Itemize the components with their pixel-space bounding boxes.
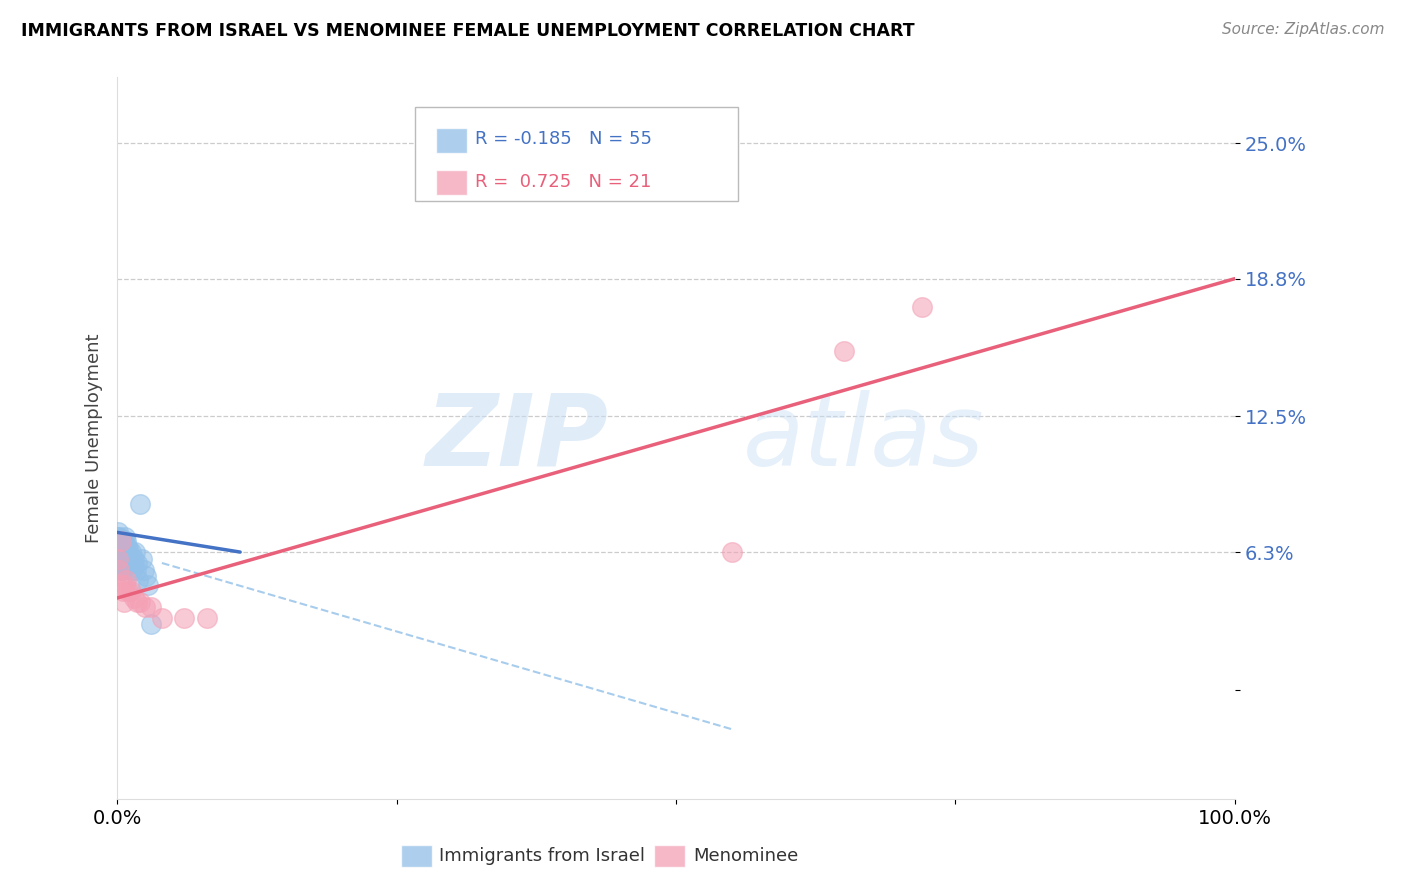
Text: R = -0.185   N = 55: R = -0.185 N = 55	[475, 130, 652, 148]
Point	[115, 574, 138, 588]
Point	[128, 595, 150, 609]
Point	[120, 584, 142, 599]
Point	[108, 534, 131, 549]
Point	[127, 556, 149, 570]
Point	[127, 574, 149, 588]
Point	[127, 595, 149, 609]
Point	[139, 617, 162, 632]
Point	[131, 551, 153, 566]
Point	[721, 545, 744, 559]
Point	[110, 534, 132, 549]
Point	[117, 556, 139, 570]
Point	[112, 534, 135, 549]
Point	[114, 545, 136, 559]
Point	[111, 584, 134, 599]
Text: atlas: atlas	[742, 390, 984, 487]
Point	[114, 541, 136, 555]
Point	[132, 563, 155, 577]
Text: R =  0.725   N = 21: R = 0.725 N = 21	[475, 173, 651, 191]
Point	[139, 599, 162, 614]
Point	[114, 530, 136, 544]
Point	[110, 563, 132, 577]
Point	[114, 551, 136, 566]
Point	[150, 610, 173, 624]
Point	[107, 551, 129, 566]
Point	[911, 300, 934, 314]
Text: Source: ZipAtlas.com: Source: ZipAtlas.com	[1222, 22, 1385, 37]
Text: ZIP: ZIP	[426, 390, 609, 487]
Point	[112, 545, 135, 559]
Point	[111, 563, 134, 577]
Point	[832, 343, 855, 358]
Point	[108, 563, 131, 577]
Text: Immigrants from Israel: Immigrants from Israel	[439, 847, 645, 865]
Point	[111, 563, 134, 577]
Point	[117, 584, 139, 599]
Point	[108, 551, 131, 566]
Point	[125, 563, 148, 577]
Point	[111, 556, 134, 570]
Point	[112, 595, 135, 609]
Text: Menominee: Menominee	[693, 847, 799, 865]
Point	[110, 547, 132, 561]
Point	[108, 530, 131, 544]
Point	[114, 578, 136, 592]
Point	[173, 610, 195, 624]
Point	[110, 534, 132, 549]
Point	[115, 545, 138, 559]
Point	[107, 545, 129, 559]
Point	[122, 551, 145, 566]
Point	[115, 534, 138, 549]
Point	[107, 530, 129, 544]
Point	[120, 545, 142, 559]
Point	[111, 547, 134, 561]
Point	[121, 556, 143, 570]
Point	[107, 525, 129, 540]
Point	[112, 556, 135, 570]
Point	[138, 578, 160, 592]
Point	[108, 541, 131, 555]
Point	[195, 610, 218, 624]
Point	[122, 591, 145, 605]
Point	[111, 556, 134, 570]
Point	[108, 556, 131, 570]
Point	[128, 497, 150, 511]
Point	[111, 534, 134, 549]
Y-axis label: Female Unemployment: Female Unemployment	[86, 334, 103, 543]
Point	[111, 541, 134, 555]
Point	[121, 563, 143, 577]
Point	[135, 569, 157, 583]
Point	[112, 551, 135, 566]
Point	[110, 541, 132, 555]
Point	[117, 551, 139, 566]
Point	[108, 545, 131, 559]
Point	[117, 541, 139, 555]
Point	[118, 551, 141, 566]
Point	[134, 599, 156, 614]
Point	[107, 541, 129, 555]
Point	[110, 556, 132, 570]
Text: IMMIGRANTS FROM ISRAEL VS MENOMINEE FEMALE UNEMPLOYMENT CORRELATION CHART: IMMIGRANTS FROM ISRAEL VS MENOMINEE FEMA…	[21, 22, 915, 40]
Point	[111, 578, 134, 592]
Point	[117, 541, 139, 555]
Point	[124, 545, 146, 559]
Point	[115, 556, 138, 570]
Point	[111, 534, 134, 549]
Point	[111, 541, 134, 555]
Point	[111, 547, 134, 561]
